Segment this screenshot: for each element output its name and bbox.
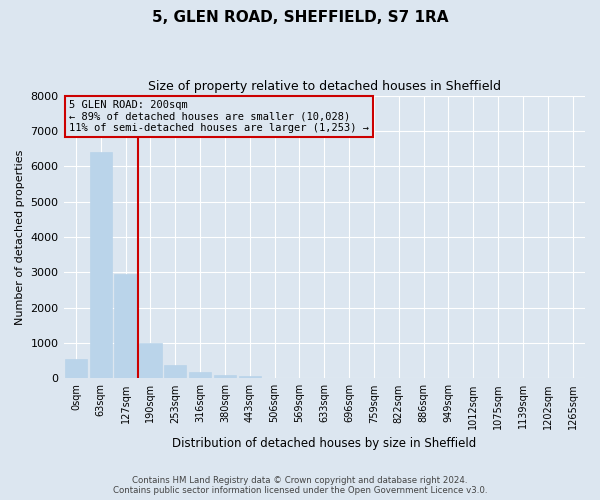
Bar <box>115 274 137 378</box>
Bar <box>89 152 112 378</box>
X-axis label: Distribution of detached houses by size in Sheffield: Distribution of detached houses by size … <box>172 437 476 450</box>
Bar <box>164 364 187 378</box>
Title: Size of property relative to detached houses in Sheffield: Size of property relative to detached ho… <box>148 80 501 93</box>
Bar <box>214 375 236 378</box>
Bar <box>65 358 87 378</box>
Text: 5 GLEN ROAD: 200sqm
← 89% of detached houses are smaller (10,028)
11% of semi-de: 5 GLEN ROAD: 200sqm ← 89% of detached ho… <box>69 100 369 133</box>
Bar <box>189 372 211 378</box>
Text: Contains HM Land Registry data © Crown copyright and database right 2024.
Contai: Contains HM Land Registry data © Crown c… <box>113 476 487 495</box>
Bar <box>239 376 261 378</box>
Text: 5, GLEN ROAD, SHEFFIELD, S7 1RA: 5, GLEN ROAD, SHEFFIELD, S7 1RA <box>152 10 448 25</box>
Y-axis label: Number of detached properties: Number of detached properties <box>15 149 25 324</box>
Bar <box>139 343 161 378</box>
